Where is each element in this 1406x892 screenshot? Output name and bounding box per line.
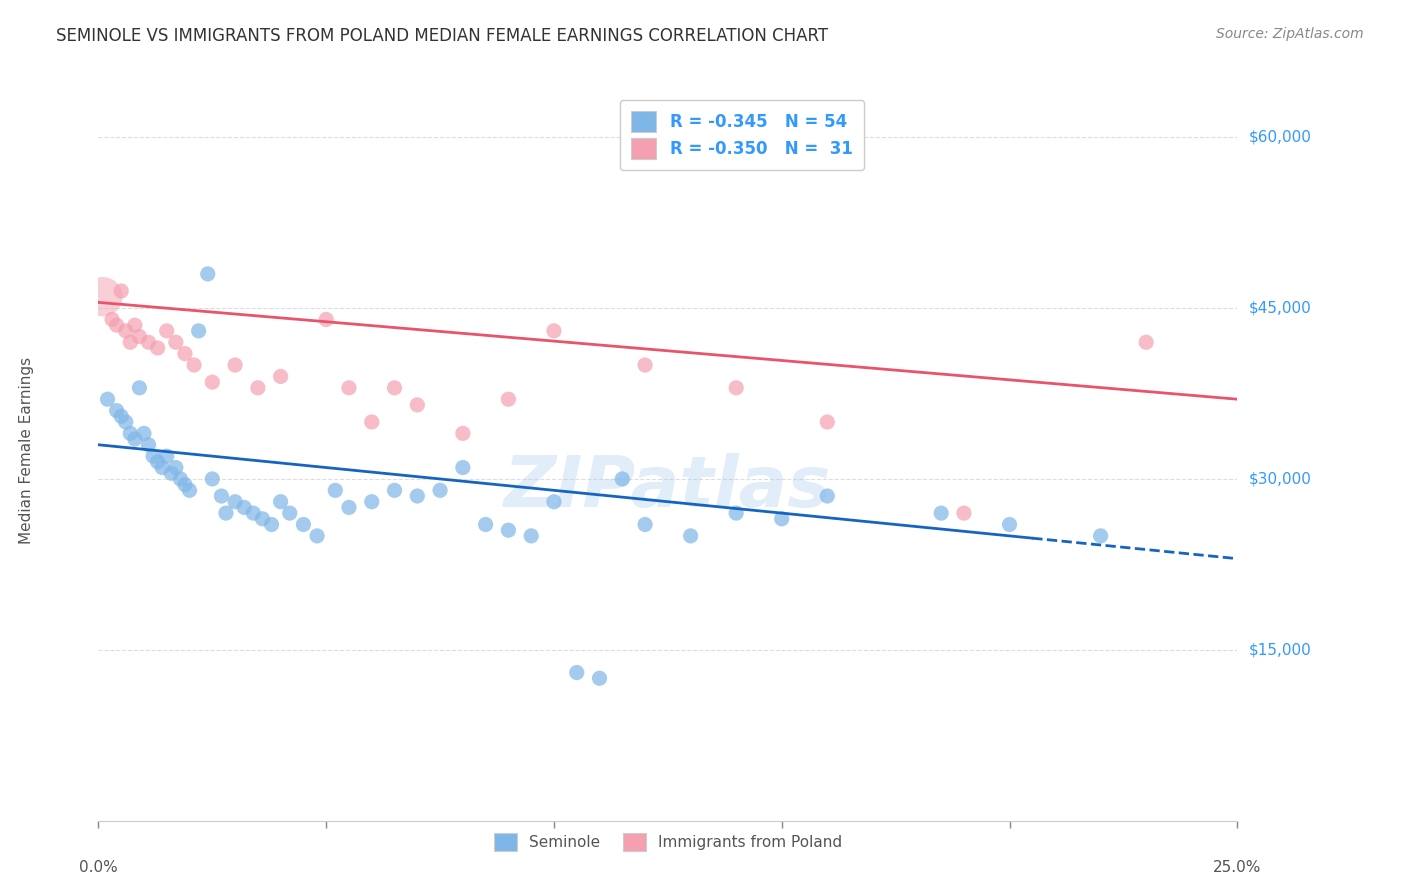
Point [1090,529,1112,543]
Point [187,324,209,338]
Point [233,500,256,515]
Point [520,529,543,543]
Point [96,392,118,407]
Point [565,665,588,680]
Text: $45,000: $45,000 [1249,301,1312,316]
Point [384,483,406,498]
Point [124,318,146,333]
Legend: Seminole, Immigrants from Poland: Seminole, Immigrants from Poland [488,827,848,857]
Point [929,506,952,520]
Point [451,460,474,475]
Point [156,449,179,463]
Point [120,335,142,350]
Point [360,494,382,508]
Point [124,432,146,446]
Point [770,512,793,526]
Text: SEMINOLE VS IMMIGRANTS FROM POLAND MEDIAN FEMALE EARNINGS CORRELATION CHART: SEMINOLE VS IMMIGRANTS FROM POLAND MEDIA… [56,27,828,45]
Point [1135,335,1157,350]
Point [543,324,565,338]
Point [132,426,155,441]
Point [634,358,657,372]
Point [215,506,238,520]
Text: $15,000: $15,000 [1249,642,1312,657]
Point [252,512,274,526]
Point [246,381,269,395]
Point [679,529,702,543]
Text: Source: ZipAtlas.com: Source: ZipAtlas.com [1216,27,1364,41]
Point [588,671,610,685]
Point [337,381,360,395]
Point [110,284,132,298]
Text: 0.0%: 0.0% [79,860,118,874]
Point [634,517,657,532]
Point [146,455,169,469]
Point [105,318,128,333]
Point [815,415,838,429]
Point [725,506,748,520]
Point [174,346,197,360]
Point [174,477,197,491]
Point [998,517,1021,532]
Point [110,409,132,424]
Point [292,517,315,532]
Point [474,517,496,532]
Point [260,517,283,532]
Point [142,449,165,463]
Point [224,494,246,508]
Point [498,523,520,537]
Point [114,415,136,429]
Point [183,358,205,372]
Point [307,529,329,543]
Point [953,506,976,520]
Point [179,483,201,498]
Point [169,472,191,486]
Point [165,460,187,475]
Point [146,341,169,355]
Point [201,375,224,389]
Point [224,358,246,372]
Point [406,489,429,503]
Point [150,460,173,475]
Point [128,381,150,395]
Text: 25.0%: 25.0% [1213,860,1261,874]
Text: $30,000: $30,000 [1249,472,1312,486]
Text: Median Female Earnings: Median Female Earnings [18,357,34,544]
Point [209,489,232,503]
Point [197,267,219,281]
Point [120,426,142,441]
Point [270,494,292,508]
Point [543,494,565,508]
Point [315,312,337,326]
Point [337,500,360,515]
Point [165,335,187,350]
Point [101,312,124,326]
Point [451,426,474,441]
Point [725,381,748,395]
Point [278,506,301,520]
Text: ZIPatlas: ZIPatlas [505,453,831,522]
Point [360,415,382,429]
Point [114,324,136,338]
Point [160,467,183,481]
Point [138,335,160,350]
Point [384,381,406,395]
Point [138,438,160,452]
Point [242,506,264,520]
Point [323,483,346,498]
Point [91,290,114,304]
Point [201,472,224,486]
Point [815,489,838,503]
Point [612,472,634,486]
Point [128,329,150,343]
Point [429,483,451,498]
Point [105,403,128,417]
Point [498,392,520,407]
Point [406,398,429,412]
Text: $60,000: $60,000 [1249,129,1312,145]
Point [270,369,292,384]
Point [156,324,179,338]
